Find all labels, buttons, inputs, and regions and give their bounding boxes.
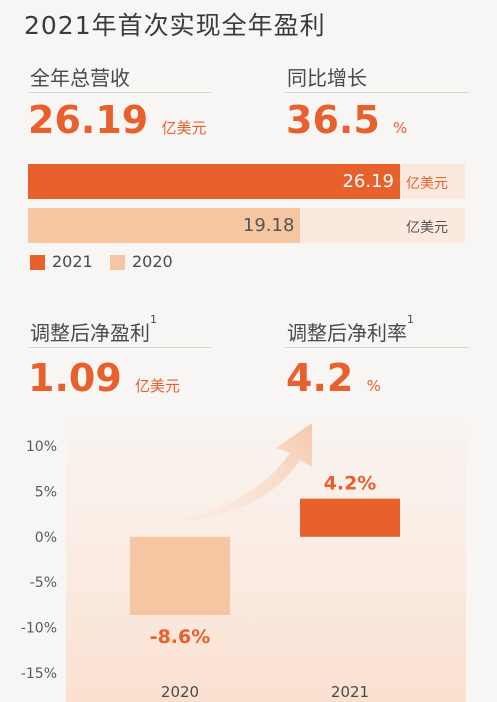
bar-2020 (28, 208, 301, 243)
adj-margin-label: 调整后净利率1 (287, 313, 414, 346)
y-tick-label: -15% (21, 666, 57, 682)
y-tick-label: 0% (35, 530, 57, 546)
divider (28, 347, 212, 348)
legend-swatch-2021 (30, 255, 45, 270)
divider (285, 347, 469, 348)
y-tick-label: 10% (26, 439, 57, 455)
footnote-marker: 1 (150, 313, 157, 326)
adj-margin-unit: % (366, 377, 381, 395)
growth-unit: % (393, 119, 408, 137)
revenue-bar-chart: 26.19 亿美元 19.18 亿美元 (28, 164, 465, 244)
x-category-label: 2021 (331, 683, 369, 701)
footnote-marker: 1 (407, 313, 414, 326)
bar-2021 (28, 164, 400, 199)
revenue-label: 全年总营收 (30, 66, 130, 90)
chart-panel (66, 423, 466, 702)
bar-value-label-2020: 19.18 (242, 215, 295, 236)
margin-bar-2021 (300, 498, 400, 537)
adj-margin-value: 4.2 (286, 356, 354, 400)
growth-label: 同比增长 (287, 66, 367, 90)
divider (285, 92, 469, 93)
adj-profit-value: 1.09 (28, 356, 122, 400)
page-title: 2021年首次实现全年盈利 (24, 11, 326, 40)
margin-bar-2020 (130, 536, 230, 615)
adj-profit-unit: 亿美元 (135, 377, 181, 395)
adj-profit-label: 调整后净盈利1 (30, 313, 157, 346)
y-tick-label: -5% (30, 575, 57, 591)
revenue-value: 26.19 (28, 98, 149, 142)
growth-value: 36.5 (286, 98, 380, 142)
growth-value-block: 36.5 % (286, 101, 407, 139)
margin-data-label-2021: 4.2% (324, 473, 377, 495)
revenue-unit: 亿美元 (161, 119, 207, 137)
y-tick-label: 5% (35, 484, 57, 500)
revenue-value-block: 26.19 亿美元 (28, 101, 206, 139)
trend-arrow-icon (160, 423, 312, 523)
legend-swatch-2020 (110, 255, 125, 270)
net-margin-chart: 10% 5% 0% -5% -10% -15% -8.6% 2020 4.2% 2021 (21, 423, 466, 702)
bar-unit-label: 亿美元 (406, 220, 448, 236)
adj-margin-value-block: 4.2 % (286, 359, 381, 397)
legend-label-2020: 2020 (132, 252, 173, 271)
y-tick-label: -10% (21, 621, 57, 637)
bar-unit-label: 亿美元 (406, 176, 448, 192)
bar-value-label-2021: 26.19 (342, 171, 394, 192)
adj-profit-value-block: 1.09 亿美元 (28, 359, 180, 397)
divider (28, 92, 212, 93)
margin-data-label-2020: -8.6% (150, 626, 211, 648)
x-category-label: 2020 (161, 683, 199, 701)
adj-margin-label-text: 调整后净利率 (287, 321, 407, 345)
legend-label-2021: 2021 (52, 252, 93, 271)
adj-profit-label-text: 调整后净盈利 (30, 321, 150, 345)
